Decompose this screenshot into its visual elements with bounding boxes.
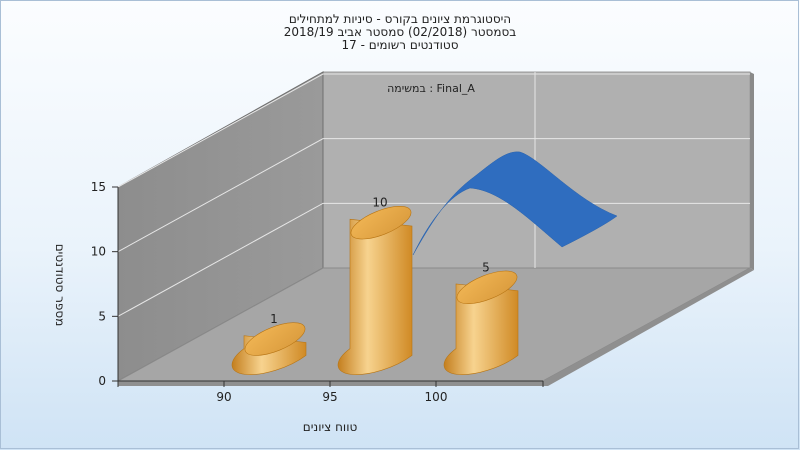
distribution-curve (412, 151, 618, 256)
y-tick-label: 10 (91, 245, 106, 259)
grid-line (117, 138, 750, 253)
y-axis-ticks: 0 5 10 15 (91, 180, 118, 388)
legend-label: במשימה : Final_A (387, 82, 475, 95)
chart-title-line1: היסטוגרמת ציונים בקורס - סיניות למתחילים (288, 12, 512, 26)
y-tick-label: 5 (98, 309, 106, 323)
bar-data-label: 5 (482, 260, 490, 274)
bar-data-label: 10 (372, 196, 387, 210)
bar: 10 (337, 196, 413, 375)
grid-line (117, 202, 750, 317)
bars-group: 1 10 5 (231, 196, 519, 375)
bar-top (456, 270, 518, 304)
bar-top (244, 322, 306, 356)
floor-edge (118, 268, 754, 386)
bar: 5 (443, 260, 519, 375)
x-tick-label: 100 (425, 390, 448, 404)
bar-data-label: 1 (270, 312, 278, 326)
y-tick-label: 0 (98, 374, 106, 388)
chart-title-line2: בסמסטר (02/2018) סמסטר אביב 2018/19 (283, 25, 517, 39)
y-axis-title: מספר סטודנטים (53, 244, 67, 327)
chart-title-line3: סטודנטים רשומים - 17 (341, 38, 459, 52)
y-tick-label: 15 (91, 180, 106, 194)
bar-top (350, 206, 412, 240)
x-tick-label: 95 (322, 390, 337, 404)
x-axis-title: טווח ציונים (303, 420, 358, 434)
x-axis-ticks: 90 95 100 (117, 381, 544, 404)
x-tick-label: 90 (216, 390, 231, 404)
right-edge (750, 72, 754, 270)
bar: 1 (231, 312, 307, 375)
bar-body (337, 218, 413, 375)
grid-line (117, 73, 750, 188)
bar-body (443, 283, 519, 375)
